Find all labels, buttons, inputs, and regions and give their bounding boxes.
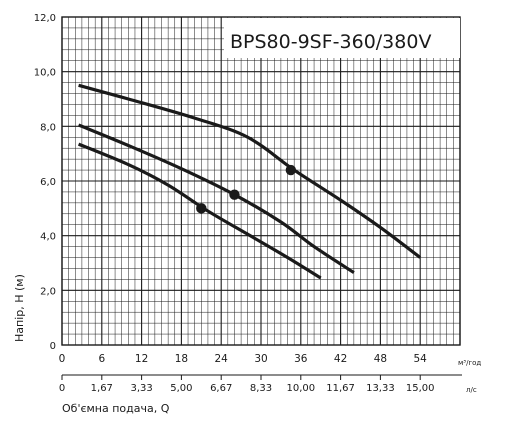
- x-tick-label: 42: [334, 353, 347, 365]
- x-tick-labels: 0 6 12 18 24 30 36 42 48 54: [59, 353, 428, 365]
- series-marker-3: [196, 203, 207, 214]
- x2-tick-label: 3,33: [130, 383, 152, 394]
- x2-tick-label: 0: [59, 383, 65, 394]
- chart-grid: [61, 16, 461, 346]
- x-tick-label: 48: [374, 353, 387, 365]
- series-layer: [77, 83, 422, 280]
- y-tick-label: 4,0: [40, 232, 56, 243]
- y-tick-label: 12,0: [34, 13, 56, 24]
- x2-tick-label: 1,67: [91, 383, 113, 394]
- x-tick-label: 6: [98, 353, 105, 365]
- x2-tick-label: 15,00: [406, 383, 435, 394]
- x-unit-label: м³/год: [458, 359, 481, 367]
- x2-tick-label: 5,00: [170, 383, 192, 394]
- x-tick-label: 30: [254, 353, 267, 365]
- chart-title: BPS80-9SF-360/380V: [230, 31, 431, 53]
- x2-tick-labels: 0 1,67 3,33 5,00 6,67 8,33 10,00 11,67 13,33 15,0…: [59, 374, 462, 394]
- x-tick-label: 24: [215, 353, 229, 365]
- x-tick-label: 0: [59, 353, 66, 365]
- x-tick-label: 36: [294, 353, 308, 365]
- y-tick-label: 0: [50, 341, 56, 352]
- x-tick-label: 12: [135, 353, 148, 365]
- series-line-3: [77, 142, 322, 280]
- title-background: [224, 18, 460, 58]
- series-marker-2: [229, 189, 240, 200]
- x-tick-label: 18: [175, 353, 188, 365]
- x2-tick-label: 13,33: [366, 383, 395, 394]
- x2-tick-label: 8,33: [250, 383, 272, 394]
- y-tick-label: 8,0: [40, 122, 56, 133]
- x-tick-label: 54: [414, 353, 428, 365]
- y-axis-title: Напір, Н (м): [13, 274, 26, 342]
- x2-tick-label: 10,00: [286, 383, 315, 394]
- y-tick-label: 6,0: [40, 177, 56, 188]
- y-tick-labels: 0 2,0 4,0 6,0 8,0 10,0 12,0: [34, 13, 56, 352]
- y-tick-label: 2,0: [40, 286, 56, 297]
- x2-tick-label: 11,67: [326, 383, 355, 394]
- x-axis-title: Об'ємна подача, Q: [62, 402, 170, 415]
- series-marker-1: [285, 164, 297, 176]
- x2-tick-label: 6,67: [210, 383, 232, 394]
- y-tick-label: 10,0: [34, 68, 56, 79]
- series-line-1: [78, 83, 422, 259]
- x2-unit-label: л/с: [466, 386, 477, 394]
